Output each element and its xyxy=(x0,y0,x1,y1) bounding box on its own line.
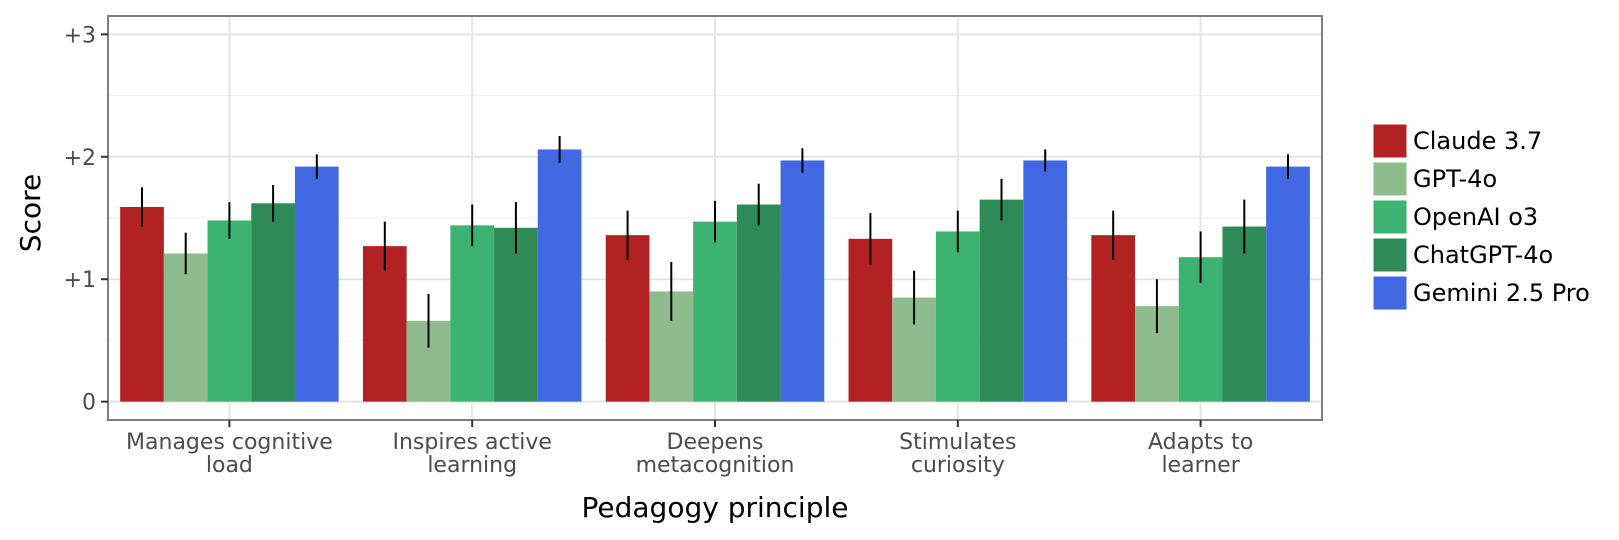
x-tick-label: learning xyxy=(427,453,517,478)
bar xyxy=(693,221,737,402)
bar xyxy=(537,149,582,402)
x-tick-label: Manages cognitive xyxy=(126,430,333,455)
legend-swatch xyxy=(1372,237,1408,273)
bar xyxy=(494,227,538,402)
bar xyxy=(1222,226,1267,402)
bar xyxy=(780,160,825,402)
bar xyxy=(848,238,893,402)
x-tick-label: Adapts to xyxy=(1148,430,1253,455)
legend-swatch xyxy=(1372,275,1408,311)
bar xyxy=(450,225,495,402)
x-tick-label: Inspires active xyxy=(392,430,551,455)
legend-label: Claude 3.7 xyxy=(1413,127,1542,155)
y-tick-label: +1 xyxy=(64,268,96,293)
legend-swatch xyxy=(1372,123,1408,159)
x-tick-label: load xyxy=(206,453,253,478)
bar xyxy=(251,203,295,402)
x-tick-label: metacognition xyxy=(636,453,795,478)
legend-label: OpenAI o3 xyxy=(1413,203,1538,231)
x-axis-title: Pedagogy principle xyxy=(582,491,849,524)
y-axis-title: Score xyxy=(14,174,47,252)
legend-label: GPT-4o xyxy=(1413,165,1497,193)
bar xyxy=(294,166,339,402)
bars-layer xyxy=(120,149,1310,402)
bar xyxy=(605,235,650,402)
y-tick-label: 0 xyxy=(82,391,96,416)
bar xyxy=(120,206,164,402)
bar xyxy=(1023,160,1068,402)
y-tick-label: +2 xyxy=(64,146,96,171)
error-bars-layer xyxy=(140,135,1290,348)
legend-swatch xyxy=(1372,199,1408,235)
x-tick-label: Deepens xyxy=(667,430,764,455)
bar xyxy=(1091,235,1136,402)
bar xyxy=(207,220,252,402)
bar xyxy=(979,199,1024,402)
x-tick-label: curiosity xyxy=(911,453,1005,478)
bar xyxy=(935,231,980,402)
y-tick-label: +3 xyxy=(64,23,96,48)
legend-label: ChatGPT-4o xyxy=(1413,241,1553,269)
bar xyxy=(736,204,781,402)
bar xyxy=(362,246,407,402)
x-tick-label: learner xyxy=(1161,453,1240,478)
legend-label: Gemini 2.5 Pro xyxy=(1413,279,1590,307)
legend: Claude 3.7 GPT-4o OpenAI o3 ChatGPT-4o Gemin… xyxy=(1372,123,1590,311)
bar xyxy=(1266,166,1310,402)
legend-swatch xyxy=(1372,161,1408,197)
x-tick-label: Stimulates xyxy=(899,430,1016,455)
bar xyxy=(163,253,208,402)
